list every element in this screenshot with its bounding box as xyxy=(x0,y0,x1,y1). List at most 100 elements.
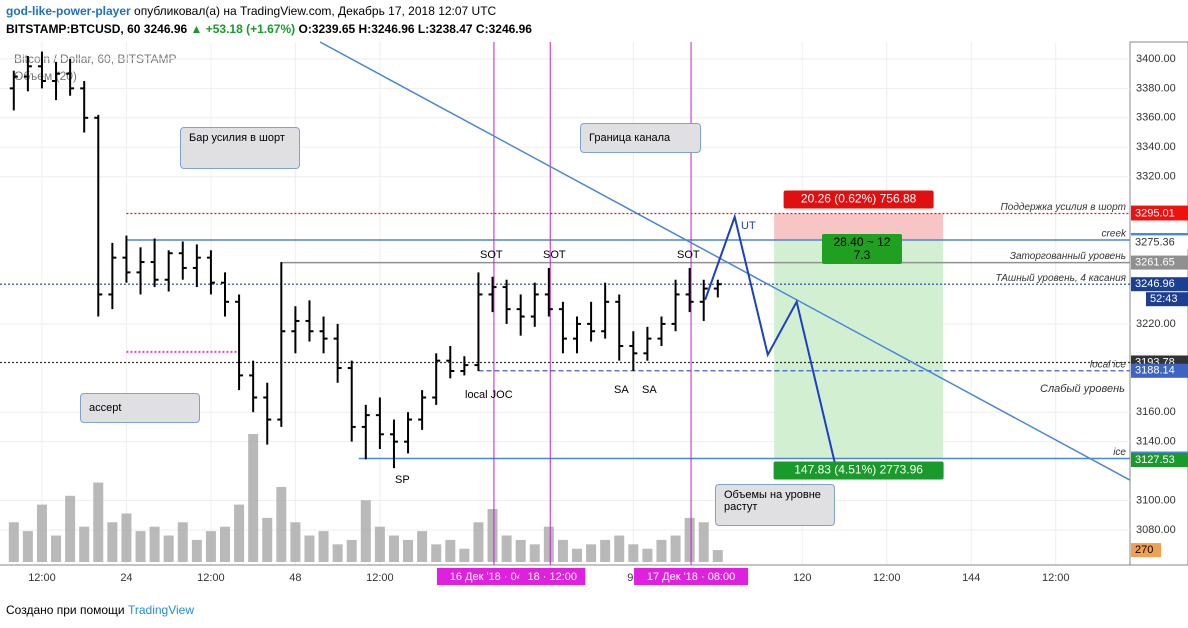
label: SA xyxy=(614,384,629,396)
level-label: Заторгованный уровень xyxy=(1010,251,1126,262)
volume-bar xyxy=(107,522,118,562)
label: SP xyxy=(395,474,410,486)
footer-text: Создано при помощи xyxy=(6,603,125,617)
volume-bar xyxy=(51,535,62,562)
volume-bar xyxy=(557,539,568,562)
volume-bar xyxy=(388,535,399,562)
y-tick-label: 3380.00 xyxy=(1136,82,1176,94)
price-badge xyxy=(1131,363,1188,378)
chart: Bitcoin / Dollar, 60, BITSTAMP Объем (20… xyxy=(0,41,1188,585)
position-label-bg xyxy=(783,190,934,209)
x-tick-label: 12:00 xyxy=(197,572,225,584)
volume-bar xyxy=(614,535,625,562)
callout: accept xyxy=(80,393,200,423)
y-tick-label: 3160.00 xyxy=(1136,406,1176,418)
volume-bar xyxy=(318,531,329,562)
volume-bar xyxy=(346,539,357,562)
time-badge xyxy=(519,568,586,585)
volume-bar xyxy=(248,434,259,562)
volume-bar xyxy=(543,526,554,562)
volume-bar xyxy=(501,535,512,562)
y-tick-label: 3080.00 xyxy=(1136,524,1176,536)
target-zone xyxy=(774,240,944,459)
time-badge-label: 17 Дек '18 · 08:00 xyxy=(647,571,735,583)
price-badge-label: 3295.01 xyxy=(1135,207,1175,219)
y-tick-label: 3320.00 xyxy=(1136,171,1176,183)
footer: Создано при помощи TradingView xyxy=(6,603,194,617)
author[interactable]: god-like-power-player xyxy=(6,4,131,18)
price-badge xyxy=(1131,235,1188,250)
price-badge xyxy=(1131,453,1188,468)
time-badge xyxy=(634,568,749,585)
volume-bar xyxy=(262,517,273,562)
projection xyxy=(704,213,836,463)
position-label: 7.3 xyxy=(854,248,871,262)
volume-bar xyxy=(276,486,287,562)
callout: Бар усилия в шорт xyxy=(180,127,300,169)
price-badge xyxy=(1131,255,1188,270)
volume-bar xyxy=(586,544,597,562)
y-tick-label: 3100.00 xyxy=(1136,494,1176,506)
x-tick-label: 12:00 xyxy=(366,572,394,584)
volume-bar xyxy=(135,531,146,562)
position-label: 28.40 ~ 12 xyxy=(833,235,890,249)
volume-bar xyxy=(93,482,104,562)
price-badge-label: 3261.65 xyxy=(1135,256,1175,268)
countdown: 52:43 xyxy=(1150,293,1178,305)
y-tick-label: 3400.00 xyxy=(1136,53,1176,65)
label: SOT xyxy=(543,249,566,261)
volume-bar xyxy=(459,548,470,562)
volume-bar xyxy=(684,517,695,562)
volume-bar xyxy=(177,522,188,562)
x-tick-label: 12:00 xyxy=(28,572,56,584)
label: local JOC xyxy=(465,389,513,401)
price-badge xyxy=(1131,206,1188,221)
volume-bar xyxy=(642,548,653,562)
level-label: Поддержка усилия в шорт xyxy=(1001,202,1126,213)
volume-bar xyxy=(290,522,301,562)
volume-bar xyxy=(36,504,47,562)
volume-bar xyxy=(403,539,414,562)
y-tick-label: 3360.00 xyxy=(1136,112,1176,124)
change: ▲ +53.18 (+1.67%) xyxy=(190,22,296,36)
price-badge-label: 3275.36 xyxy=(1135,236,1175,248)
volume-bar xyxy=(191,539,202,562)
position-label-bg xyxy=(822,234,902,264)
volume-bar xyxy=(65,495,76,562)
time-badge-label: 18 · 12:00 xyxy=(527,571,577,583)
label: SOT xyxy=(480,249,503,261)
volume-bar xyxy=(529,544,540,562)
symbol: BITSTAMP:BTCUSD, 60 xyxy=(6,22,141,36)
label: UT xyxy=(741,220,756,232)
volume-bar xyxy=(8,522,19,562)
volume-bar xyxy=(163,535,174,562)
volume-bar xyxy=(374,526,385,562)
header-line2: BITSTAMP:BTCUSD, 60 3246.96 ▲ +53.18 (+1… xyxy=(6,22,532,36)
brand[interactable]: TradingView xyxy=(127,603,195,617)
price-badge-label: 3246.96 xyxy=(1135,278,1175,290)
position-label: 147.83 (4.51%) 2773.96 xyxy=(794,463,923,477)
volume-bar xyxy=(360,500,371,562)
volume-bar xyxy=(22,531,33,562)
volume-bar xyxy=(445,539,456,562)
countdown-badge xyxy=(1146,292,1188,307)
volume-bar xyxy=(670,535,681,562)
level-label: local ice xyxy=(1090,359,1127,370)
volume-bar xyxy=(515,539,526,562)
last: 3246.96 xyxy=(143,22,188,36)
y-tick-label: 3220.00 xyxy=(1136,318,1176,330)
volume-bar xyxy=(487,509,498,562)
price-badge xyxy=(1131,277,1188,292)
x-tick-label: 48 xyxy=(289,572,301,584)
published: опубликовал(а) на TradingView.com, Декаб… xyxy=(134,4,497,18)
x-tick-label: 12:00 xyxy=(873,572,901,584)
volume-bar xyxy=(234,504,245,562)
volume-badge xyxy=(1131,543,1161,558)
volume-bar xyxy=(149,526,160,562)
ohlc: O:3239.65 H:3246.96 L:3238.47 C:3246.96 xyxy=(298,22,532,36)
volume-bar xyxy=(698,522,709,562)
y-tick-label: 3340.00 xyxy=(1136,141,1176,153)
volume-bar xyxy=(121,513,132,562)
x-tick-label: 144 xyxy=(962,572,980,584)
